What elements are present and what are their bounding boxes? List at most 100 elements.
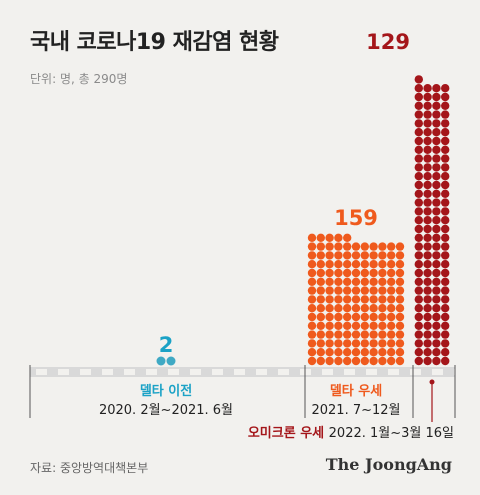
data-dot (351, 356, 361, 366)
data-dot (316, 251, 325, 260)
data-dot (432, 84, 441, 93)
data-dot (387, 348, 396, 357)
data-dot (432, 295, 441, 304)
data-dot (325, 251, 334, 260)
data-dot (441, 268, 450, 278)
data-dot (414, 154, 423, 163)
data-dot (343, 286, 352, 295)
data-dot (423, 189, 432, 198)
data-dot (441, 251, 450, 260)
data-dot (395, 277, 405, 286)
data-dot (351, 312, 361, 322)
data-dot (414, 330, 423, 339)
data-dot (432, 304, 441, 313)
data-dot (360, 277, 369, 286)
data-dot (414, 260, 423, 269)
data-dot (334, 348, 343, 357)
timeline-tick (388, 369, 399, 375)
data-dot (307, 242, 317, 251)
data-dot (432, 321, 441, 330)
data-dot (414, 233, 423, 242)
data-dot (441, 348, 450, 357)
timeline-tick (366, 369, 377, 375)
data-dot (334, 242, 343, 251)
timeline-tick (36, 369, 47, 375)
data-dot (351, 348, 361, 357)
data-dot (441, 189, 450, 198)
data-dot (343, 321, 352, 330)
data-dot (316, 348, 325, 357)
brand-logo: The JoongAng (325, 455, 452, 474)
data-dot (378, 260, 387, 269)
timeline-tick (146, 369, 157, 375)
data-dot (351, 304, 361, 313)
data-dot (432, 101, 441, 111)
data-dot (441, 145, 450, 154)
data-dot (351, 277, 361, 286)
unit-note: 단위: 명, 총 290명 (30, 72, 128, 86)
data-dot (325, 277, 334, 286)
data-dot (378, 295, 387, 304)
data-dot (432, 233, 441, 242)
data-dot (334, 268, 343, 278)
data-dot (414, 189, 423, 198)
data-dot (307, 295, 317, 304)
data-dot (360, 286, 369, 295)
data-dot (378, 242, 387, 251)
data-dot (334, 321, 343, 330)
data-dot (395, 330, 405, 339)
data-dot (395, 242, 405, 251)
data-dot (307, 277, 317, 286)
data-dot (325, 233, 334, 242)
data-dot (334, 251, 343, 260)
data-dot (414, 321, 423, 330)
data-dot (395, 339, 405, 348)
data-dot (441, 163, 450, 172)
data-dot (432, 128, 441, 137)
data-dot (423, 198, 432, 207)
data-dot (334, 330, 343, 339)
data-dot (369, 251, 378, 260)
data-dot (360, 339, 369, 348)
data-dot (316, 330, 325, 339)
data-dot (360, 356, 369, 366)
data-dot (423, 119, 432, 128)
data-dot (441, 339, 450, 348)
data-dot (351, 268, 361, 278)
data-dot (432, 268, 441, 278)
data-dot (351, 295, 361, 304)
data-dot (414, 128, 423, 137)
data-dot (395, 260, 405, 269)
data-dot (414, 119, 423, 128)
data-dot (316, 339, 325, 348)
data-dot (343, 242, 352, 251)
data-dot (351, 260, 361, 269)
timeline-tick (410, 369, 421, 375)
data-dot (414, 110, 423, 119)
data-dot (334, 277, 343, 286)
timeline-tick (234, 369, 245, 375)
data-dot (378, 251, 387, 260)
data-dot (441, 330, 450, 339)
data-dot (441, 136, 450, 146)
data-dot (423, 242, 432, 251)
data-dot (307, 233, 317, 242)
data-dot (432, 92, 441, 102)
data-dot (360, 348, 369, 357)
data-dot (307, 312, 317, 322)
data-dot (432, 348, 441, 357)
value-label: 159 (334, 206, 378, 230)
data-dot (316, 260, 325, 269)
data-dot (414, 242, 423, 251)
category-label: 델타 이전 (140, 383, 192, 399)
data-dot (360, 295, 369, 304)
data-dot (387, 330, 396, 339)
data-dot (432, 119, 441, 128)
data-dot (414, 180, 423, 190)
data-dot (369, 277, 378, 286)
data-dot (387, 251, 396, 260)
data-dot (441, 180, 450, 190)
data-dot (351, 251, 361, 260)
data-dot (441, 92, 450, 102)
data-dot (432, 154, 441, 163)
